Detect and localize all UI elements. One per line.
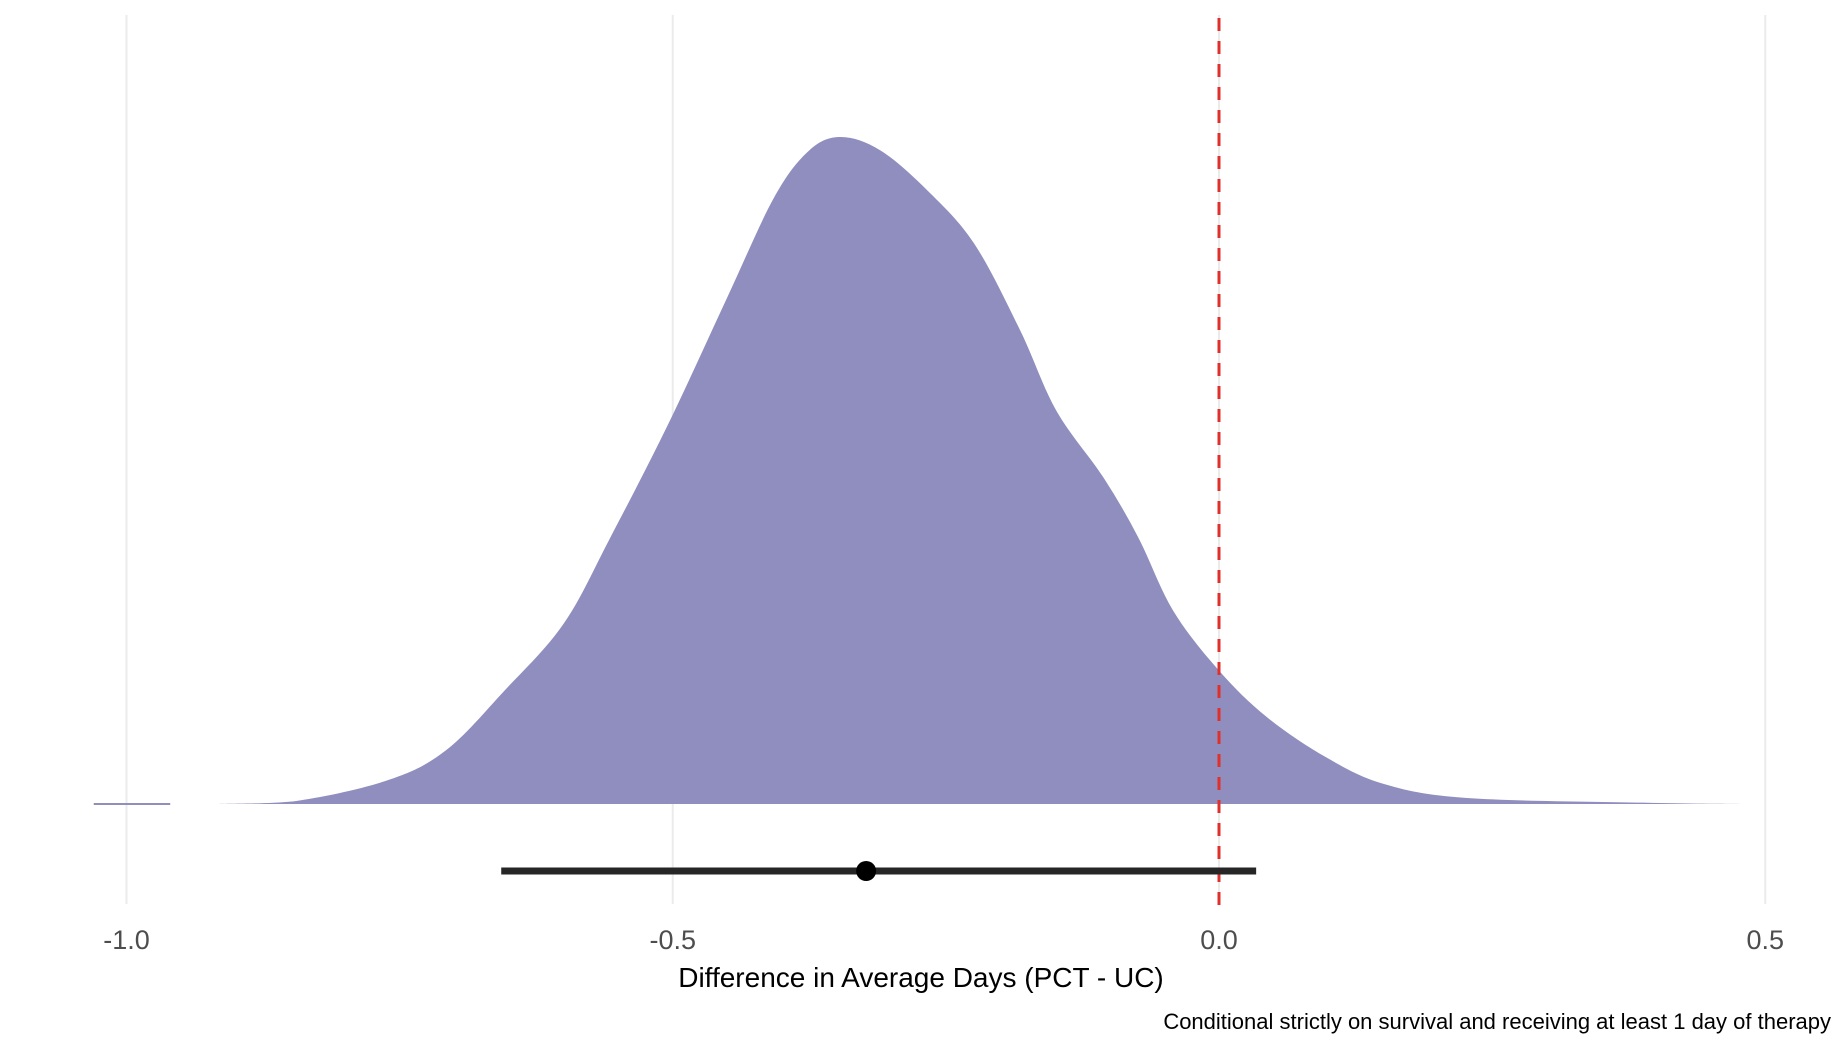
x-tick-label: 0.5 xyxy=(1746,925,1784,955)
x-tick-label: -0.5 xyxy=(649,925,696,955)
density-area xyxy=(93,137,1748,805)
x-tick-label: 0.0 xyxy=(1200,925,1238,955)
x-tick-label: -1.0 xyxy=(103,925,150,955)
density-curve xyxy=(217,137,1748,804)
point-estimate xyxy=(856,861,877,881)
caption: Conditional strictly on survival and rec… xyxy=(1163,1009,1831,1034)
interval-estimate xyxy=(501,861,1257,881)
x-axis-title: Difference in Average Days (PCT - UC) xyxy=(678,962,1164,993)
x-axis-ticks: -1.0 -0.5 0.0 0.5 xyxy=(103,925,1784,955)
